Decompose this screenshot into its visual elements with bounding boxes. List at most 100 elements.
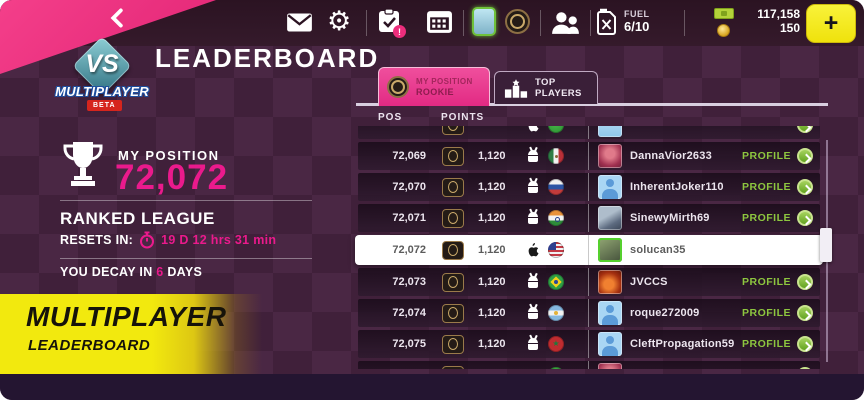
tab-my-position-label: MY POSITION xyxy=(416,77,473,86)
profile-button[interactable]: PROFILE xyxy=(742,173,813,201)
scrollbar-thumb[interactable] xyxy=(820,228,832,262)
player-avatar xyxy=(598,206,622,230)
calendar-icon[interactable] xyxy=(426,9,453,34)
tab-underline xyxy=(356,103,828,106)
decay-days-value: 6 xyxy=(156,265,164,279)
player-avatar xyxy=(598,270,622,294)
profile-button[interactable]: PROFILE xyxy=(742,330,813,358)
resets-label: RESETS IN: xyxy=(60,233,134,247)
row-position: 72,075 xyxy=(392,338,426,350)
profile-button-label: PROFILE xyxy=(741,307,791,319)
currency-display[interactable]: 117,158 150 xyxy=(730,7,800,35)
league-medal-icon[interactable] xyxy=(505,9,530,34)
player-name: SinewyMirth69 xyxy=(630,212,710,224)
player-name: DannaVior2633 xyxy=(630,150,712,162)
podium-icon xyxy=(504,78,528,98)
row-points: 1,120 xyxy=(478,181,506,193)
row-position xyxy=(358,126,426,139)
toolbar-divider xyxy=(366,10,367,36)
player-avatar xyxy=(598,301,622,325)
row-divider xyxy=(588,204,589,232)
resets-row: RESETS IN: 19 D 12 hrs 31 min xyxy=(60,231,276,249)
flag-argentina-icon xyxy=(548,305,564,321)
row-divider xyxy=(588,173,589,201)
flag-mexico-icon xyxy=(548,148,564,164)
profile-arrow-icon[interactable] xyxy=(797,305,813,321)
platform-apple-icon xyxy=(526,235,539,265)
flag-usa-icon xyxy=(548,242,564,258)
league-badge-icon xyxy=(442,142,464,170)
leaderboard-row[interactable]: 72,073 1,120 JVCCS PROFILE xyxy=(358,268,820,296)
row-position: 72,071 xyxy=(392,212,426,224)
column-header-pos: POS xyxy=(378,112,403,123)
fuel-display[interactable]: FUEL 6/10 xyxy=(624,9,650,34)
profile-arrow-icon[interactable] xyxy=(797,210,813,226)
profile-button[interactable]: PROFILE xyxy=(742,142,813,170)
rookie-league-badge-icon xyxy=(387,76,409,98)
leaderboard-row[interactable] xyxy=(358,126,820,139)
panel-divider xyxy=(60,200,312,201)
profile-button[interactable] xyxy=(791,126,813,139)
settings-gear-icon[interactable]: ⚙ xyxy=(327,6,352,37)
leaderboard-row[interactable]: 72,074 1,120 roque272009 PROFILE xyxy=(358,299,820,327)
profile-button[interactable]: PROFILE xyxy=(742,204,813,232)
tasks-clipboard-icon[interactable]: ! xyxy=(377,8,406,38)
row-position: 72,070 xyxy=(392,181,426,193)
row-points: 1,120 xyxy=(478,150,506,162)
league-badge-icon xyxy=(442,173,464,201)
league-badge-icon xyxy=(442,330,464,358)
leaderboard-row[interactable]: 72,072 1,120 solucan35 xyxy=(355,235,823,265)
partial-row-bottom xyxy=(355,361,825,369)
flag-india-icon xyxy=(548,210,564,226)
decay-text: YOU DECAY IN 6 DAYS xyxy=(60,265,203,279)
tab-top-players-label: TOP PLAYERS xyxy=(535,77,582,99)
resets-value: 19 D 12 hrs 31 min xyxy=(161,233,277,247)
ranked-league-title: RANKED LEAGUE xyxy=(60,209,215,228)
leaderboard-row[interactable] xyxy=(358,361,820,369)
row-position: 72,069 xyxy=(392,150,426,162)
toolbar-divider xyxy=(590,10,591,36)
profile-arrow-icon[interactable] xyxy=(797,126,813,133)
leaderboard-row[interactable]: 72,075 1,120 CleftPropagation59 PROFILE xyxy=(358,330,820,358)
fuel-can-icon[interactable] xyxy=(596,8,618,36)
friends-icon[interactable] xyxy=(549,9,582,36)
flag-morocco-icon xyxy=(548,336,564,352)
banner-title: MULTIPLAYER xyxy=(26,301,227,332)
column-header-points: POINTS xyxy=(441,112,485,123)
player-avatar xyxy=(598,144,622,168)
row-position: 72,074 xyxy=(392,307,426,319)
cash-value: 117,158 xyxy=(757,7,800,21)
toolbar-divider xyxy=(684,10,685,36)
profile-arrow-icon[interactable] xyxy=(797,274,813,290)
leaderboard-row[interactable]: 72,069 1,120 DannaVior2633 PROFILE xyxy=(358,142,820,170)
player-name: InherentJoker110 xyxy=(630,181,724,193)
profile-arrow-icon[interactable] xyxy=(797,367,813,369)
platform-android-icon xyxy=(526,142,540,170)
league-badge-icon xyxy=(442,361,464,369)
mail-icon[interactable] xyxy=(286,12,313,33)
profile-button-label: PROFILE xyxy=(741,212,791,224)
platform-android-icon xyxy=(526,204,540,232)
profile-arrow-icon[interactable] xyxy=(797,336,813,352)
tab-top-players[interactable]: TOP PLAYERS xyxy=(494,71,598,104)
card-pack-icon[interactable] xyxy=(472,7,496,36)
leaderboard-row[interactable]: 72,070 1,120 InherentJoker110 PROFILE xyxy=(358,173,820,201)
tab-my-position[interactable]: MY POSITION ROOKIE xyxy=(378,67,490,106)
row-points: 1,120 xyxy=(478,244,506,256)
my-position-label: MY POSITION xyxy=(118,148,220,163)
row-points: 1,120 xyxy=(478,338,506,350)
leaderboard-row[interactable]: 72,071 1,120 SinewyMirth69 PROFILE xyxy=(358,204,820,232)
trophy-icon xyxy=(60,140,106,195)
add-currency-button[interactable]: + xyxy=(806,4,856,43)
gold-value: 150 xyxy=(779,21,800,35)
row-divider xyxy=(588,126,589,139)
profile-button[interactable]: PROFILE xyxy=(742,299,813,327)
league-badge-icon xyxy=(442,268,464,296)
profile-arrow-icon[interactable] xyxy=(797,179,813,195)
profile-button[interactable] xyxy=(791,361,813,369)
platform-android-icon xyxy=(526,268,540,296)
profile-button[interactable]: PROFILE xyxy=(742,268,813,296)
profile-arrow-icon[interactable] xyxy=(797,148,813,164)
profile-button-label: PROFILE xyxy=(741,181,791,193)
fuel-label: FUEL xyxy=(624,9,650,19)
